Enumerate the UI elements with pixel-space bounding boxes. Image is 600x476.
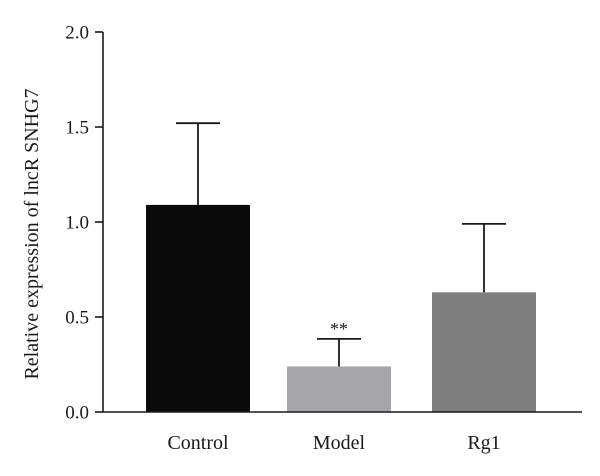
y-axis-ticks: 0.0 0.5 1.0 1.5 2.0 — [65, 23, 103, 424]
bar-rg1 — [432, 292, 536, 412]
annotations-group: ** — [330, 319, 348, 339]
y-tick-label: 1.0 — [65, 213, 89, 234]
y-tick-label: 2.0 — [65, 23, 89, 44]
x-axis-labels: Control Model Rg1 — [167, 432, 500, 454]
x-category-label: Model — [313, 432, 366, 454]
y-tick-label: 0.5 — [65, 308, 89, 329]
y-tick-label: 1.5 — [65, 118, 89, 139]
y-tick-label: 0.0 — [65, 403, 89, 424]
bars-group — [146, 204, 536, 412]
x-category-label: Rg1 — [467, 432, 500, 454]
error-bars-group — [176, 122, 506, 367]
significance-annotation: ** — [330, 319, 348, 339]
x-category-label: Control — [167, 432, 229, 454]
bar-model — [287, 366, 391, 412]
y-axis-title: Relative expression of lncR SNHG7 — [21, 88, 43, 379]
bar-control — [146, 204, 250, 412]
